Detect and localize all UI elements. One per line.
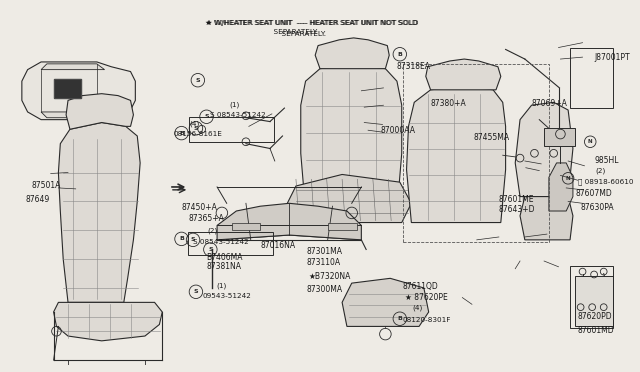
- Text: 87381NA: 87381NA: [207, 262, 241, 271]
- Text: 08120-8301F: 08120-8301F: [403, 317, 451, 323]
- Text: 87069+A: 87069+A: [532, 99, 568, 108]
- Text: B: B: [397, 52, 403, 57]
- Polygon shape: [301, 65, 402, 211]
- Polygon shape: [426, 59, 500, 90]
- Text: (2): (2): [595, 167, 605, 174]
- Text: S: S: [208, 247, 212, 252]
- Polygon shape: [217, 203, 362, 240]
- Text: 87501A: 87501A: [31, 180, 61, 190]
- Text: (1): (1): [230, 101, 240, 108]
- Text: 87380+A: 87380+A: [431, 99, 467, 108]
- Text: B: B: [397, 316, 403, 321]
- Polygon shape: [41, 112, 104, 118]
- Text: S: S: [194, 126, 198, 131]
- Text: ★ 87620PE: ★ 87620PE: [404, 293, 447, 302]
- Text: 09543-51242: 09543-51242: [203, 293, 252, 299]
- Polygon shape: [66, 94, 133, 129]
- Text: ★ W/HEATER SEAT UNIT  ---- HEATER SEAT UNIT NOT SOLD: ★ W/HEATER SEAT UNIT ---- HEATER SEAT UN…: [205, 19, 418, 26]
- Text: 87611QD: 87611QD: [403, 282, 438, 291]
- Text: S: S: [196, 78, 200, 83]
- Text: 87607MD: 87607MD: [576, 189, 612, 198]
- Text: 87643+D: 87643+D: [499, 205, 536, 214]
- Text: (4): (4): [412, 305, 422, 311]
- Text: N: N: [566, 176, 570, 181]
- Text: 87601ME: 87601ME: [499, 195, 534, 204]
- Bar: [188, 232, 273, 255]
- Bar: [328, 222, 356, 230]
- Text: B: B: [179, 131, 184, 136]
- Text: J87001PT: J87001PT: [594, 52, 630, 62]
- Polygon shape: [286, 174, 412, 222]
- Polygon shape: [520, 196, 573, 240]
- Text: S 08543-51242: S 08543-51242: [193, 239, 249, 245]
- Text: B: B: [179, 236, 184, 241]
- Text: S: S: [191, 237, 195, 242]
- Text: ★ W/HEATER SEAT UNIT  ---- HEATER SEAT UNIT NOT SOLD: ★ W/HEATER SEAT UNIT ---- HEATER SEAT UN…: [205, 20, 417, 26]
- Text: 873110A: 873110A: [307, 259, 340, 267]
- Text: S 08543-51242: S 08543-51242: [211, 112, 266, 118]
- Bar: [189, 117, 274, 142]
- Bar: [544, 128, 575, 145]
- Text: 87455MA: 87455MA: [474, 134, 510, 142]
- Text: SEPARATELY.: SEPARATELY.: [205, 29, 317, 35]
- Bar: [232, 222, 260, 230]
- Text: B7406MA: B7406MA: [207, 253, 243, 262]
- Text: 87620PD: 87620PD: [578, 312, 612, 321]
- Text: 87649: 87649: [26, 195, 50, 204]
- Polygon shape: [515, 102, 573, 196]
- Bar: [570, 48, 613, 108]
- Text: 87630PA: 87630PA: [580, 203, 614, 212]
- Polygon shape: [58, 122, 140, 302]
- Text: 87318EA: 87318EA: [397, 62, 431, 71]
- Bar: [570, 266, 613, 328]
- Polygon shape: [315, 38, 389, 69]
- Polygon shape: [22, 62, 135, 120]
- Text: 08156-8161E: 08156-8161E: [174, 131, 223, 137]
- Text: (4): (4): [189, 120, 200, 127]
- Text: 87450+A: 87450+A: [182, 203, 218, 212]
- Bar: [403, 64, 549, 242]
- Text: 87365+A: 87365+A: [188, 214, 224, 223]
- Bar: [54, 79, 81, 99]
- Text: 87300MA: 87300MA: [307, 285, 342, 294]
- Text: 87016NA: 87016NA: [260, 241, 296, 250]
- Bar: [575, 276, 613, 326]
- Polygon shape: [54, 302, 163, 341]
- Text: 87601MD: 87601MD: [578, 326, 614, 335]
- Polygon shape: [406, 86, 506, 222]
- Polygon shape: [549, 163, 573, 211]
- Text: 985HL: 985HL: [594, 157, 619, 166]
- Polygon shape: [41, 64, 104, 70]
- Text: 87301MA: 87301MA: [307, 247, 342, 256]
- Text: 87000AA: 87000AA: [381, 126, 415, 135]
- Text: S: S: [194, 289, 198, 294]
- Text: ★B7320NA: ★B7320NA: [308, 272, 351, 281]
- Text: N: N: [588, 139, 593, 144]
- Text: ⓝ 08918-60610: ⓝ 08918-60610: [578, 179, 633, 186]
- Bar: [54, 79, 81, 99]
- Text: S: S: [204, 114, 209, 119]
- Polygon shape: [342, 278, 429, 326]
- Text: SEPARATELY.: SEPARATELY.: [205, 31, 326, 37]
- Text: (1): (1): [216, 283, 227, 289]
- Text: (2): (2): [207, 228, 218, 234]
